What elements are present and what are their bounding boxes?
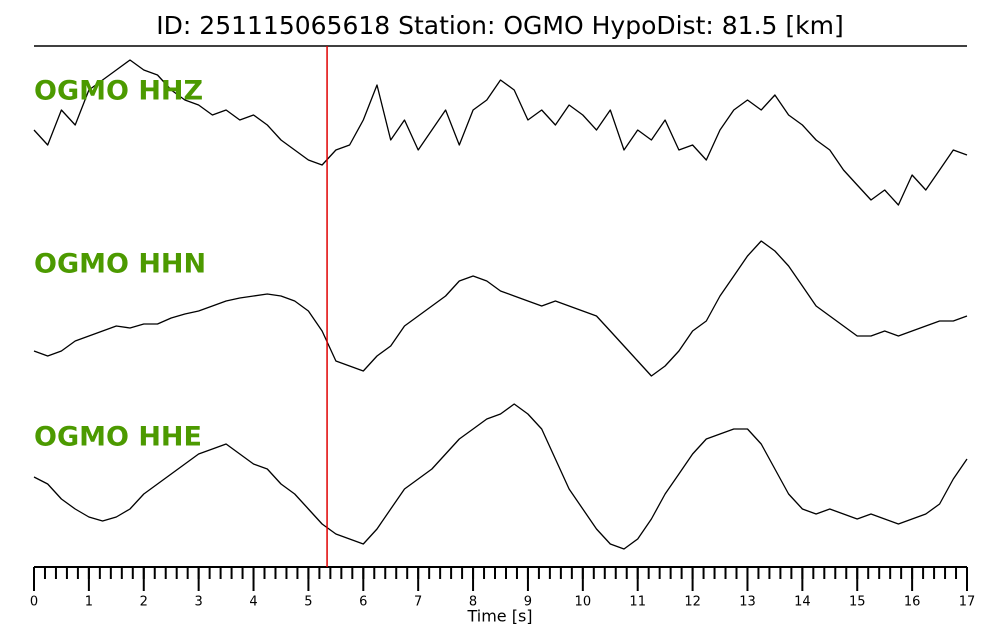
trace bbox=[33, 59, 968, 206]
x-tick-label: 17 bbox=[959, 595, 976, 610]
x-tick-label: 14 bbox=[794, 595, 811, 610]
trace-label: OGMO HHZ bbox=[34, 76, 203, 107]
x-tick-label: 6 bbox=[359, 595, 367, 610]
x-tick-label: 3 bbox=[195, 595, 203, 610]
x-tick-label: 8 bbox=[469, 595, 477, 610]
x-tick-label: 7 bbox=[414, 595, 422, 610]
trace bbox=[33, 240, 968, 377]
trace bbox=[33, 403, 968, 550]
trace-label: OGMO HHN bbox=[34, 249, 206, 280]
x-tick-label: 2 bbox=[140, 595, 148, 610]
x-tick-label: 11 bbox=[629, 595, 646, 610]
title: ID: 251115065618 Station: OGMO HypoDist:… bbox=[156, 11, 843, 40]
x-tick-label: 9 bbox=[524, 595, 532, 610]
x-tick-label: 5 bbox=[304, 595, 312, 610]
x-tick-label: 16 bbox=[904, 595, 921, 610]
trace-label: OGMO HHE bbox=[34, 422, 202, 453]
x-tick-label: 12 bbox=[684, 595, 701, 610]
x-axis-label: Time [s] bbox=[466, 607, 532, 626]
x-tick-label: 4 bbox=[249, 595, 257, 610]
x-tick-label: 10 bbox=[575, 595, 592, 610]
x-tick-label: 1 bbox=[85, 595, 93, 610]
x-tick-label: 0 bbox=[30, 595, 38, 610]
x-tick-label: 13 bbox=[739, 595, 756, 610]
x-tick-label: 15 bbox=[849, 595, 866, 610]
